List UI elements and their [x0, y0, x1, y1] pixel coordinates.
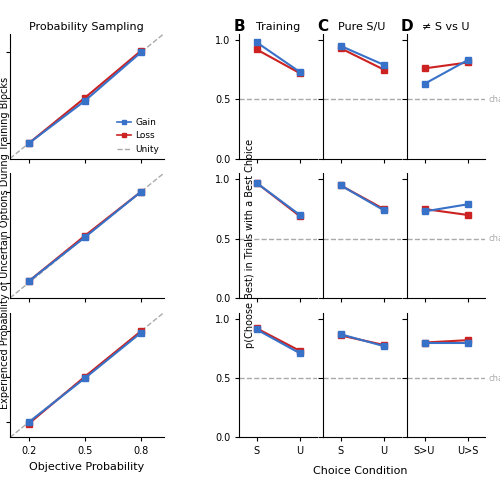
Title: Training: Training — [256, 22, 300, 32]
Text: chance: chance — [489, 374, 500, 382]
Gain — [82, 234, 88, 240]
Gain — [138, 189, 144, 194]
Loss — [82, 95, 88, 101]
Text: C: C — [317, 19, 328, 34]
Loss — [138, 189, 144, 194]
Line: Gain: Gain — [26, 49, 144, 146]
Loss — [138, 328, 144, 334]
Loss — [26, 278, 32, 284]
Text: Choice Condition: Choice Condition — [313, 466, 407, 476]
X-axis label: Objective Probability: Objective Probability — [29, 462, 144, 472]
Title: Pure S/U: Pure S/U — [338, 22, 386, 32]
Gain — [26, 278, 32, 284]
Loss — [26, 140, 32, 146]
Gain — [138, 330, 144, 335]
Text: chance: chance — [489, 95, 500, 104]
Gain — [82, 98, 88, 104]
Line: Loss: Loss — [26, 189, 144, 284]
Gain — [26, 140, 32, 146]
Loss — [138, 48, 144, 53]
Line: Gain: Gain — [26, 330, 144, 425]
Loss — [82, 233, 88, 239]
Text: Experienced Probability of Uncertain Options During Training Blocks: Experienced Probability of Uncertain Opt… — [0, 77, 10, 409]
Title: Probability Sampling: Probability Sampling — [30, 22, 144, 32]
Loss — [82, 374, 88, 380]
Gain — [138, 49, 144, 55]
Line: Loss: Loss — [26, 328, 144, 427]
Line: Loss: Loss — [26, 48, 144, 146]
Gain — [26, 419, 32, 425]
Text: p(Choose Best) in Trials with a Best Choice: p(Choose Best) in Trials with a Best Cho… — [245, 139, 255, 347]
Gain — [82, 375, 88, 381]
Loss — [26, 421, 32, 427]
Title: ≠ S vs U: ≠ S vs U — [422, 22, 470, 32]
Line: Gain: Gain — [26, 189, 144, 284]
Legend: Gain, Loss, Unity: Gain, Loss, Unity — [117, 118, 159, 154]
Text: B: B — [233, 19, 245, 34]
Text: chance: chance — [489, 234, 500, 243]
Text: D: D — [401, 19, 413, 34]
